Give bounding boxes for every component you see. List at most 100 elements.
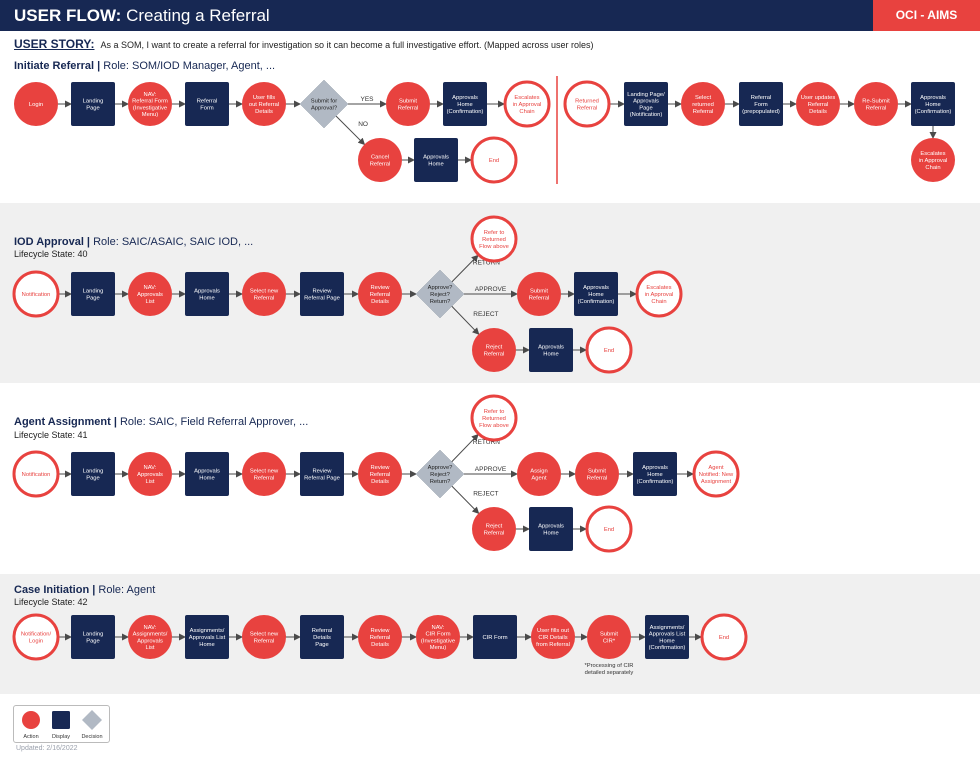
flow-node-display: Assignments/Approvals List Home (Confirmat…: [645, 615, 689, 659]
flow-node-end: Escalates in Approval Chain: [503, 80, 551, 128]
node-label: Review Referral Details: [370, 465, 391, 485]
action-circle: [796, 82, 840, 126]
node-label: Refer to Returned Flow above: [479, 230, 509, 250]
node-label: Re-Submit Referral: [862, 99, 890, 112]
node-label: Approvals Home (Confirmation): [447, 95, 484, 115]
node-label: End: [604, 527, 614, 533]
display-box: [300, 272, 344, 316]
legend-action-swatch: [22, 711, 40, 729]
flow-node-action: User fills out Referral Details: [242, 82, 286, 126]
section-role: Role: SOM/IOD Manager, Agent, ...: [103, 60, 276, 72]
user-story-text: As a SOM, I want to create a referral fo…: [100, 40, 594, 50]
display-box: [71, 615, 115, 659]
terminal-circle: [12, 613, 60, 661]
node-label: Landing Page: [83, 289, 104, 302]
node-label: Agent Notified: New Assignment: [699, 465, 734, 485]
flow-edge: APPROVE: [464, 286, 518, 298]
action-circle: [242, 452, 286, 496]
display-box: [414, 138, 458, 182]
display-box: [443, 82, 487, 126]
terminal-circle: [503, 80, 551, 128]
node-label: User updates Referral Details: [801, 95, 836, 115]
brand-badge: OCI - AIMS: [873, 0, 980, 31]
node-label: Select returned Referral: [692, 95, 714, 115]
action-circle: [128, 82, 172, 126]
flow-edge: YES: [348, 96, 387, 108]
display-box: [185, 452, 229, 496]
node-label: End: [604, 348, 614, 354]
node-label: Landing Page: [83, 469, 104, 482]
flow-node-display: Approvals Home: [185, 272, 229, 316]
display-box: [645, 615, 689, 659]
flow-node-display: Assignments/Approvals List Home: [185, 615, 229, 659]
title-bar: USER FLOW: Creating a Referral OCI - AIM…: [0, 0, 980, 31]
flow-node-display: Approvals Home: [414, 138, 458, 182]
edge-label: NO: [358, 121, 368, 128]
flow-node-action: Reject Referral: [472, 507, 516, 551]
node-label: Approvals Home (Confirmation): [915, 95, 952, 115]
section-title-initiate-referral: Initiate Referral | Role: SOM/IOD Manage…: [14, 60, 275, 72]
terminal-circle: [635, 270, 683, 318]
legend: Action Display Decision: [13, 705, 110, 743]
action-circle: [472, 328, 516, 372]
user-story: USER STORY: As a SOM, I want to create a …: [14, 37, 594, 51]
node-label: Landing Page: [83, 632, 104, 645]
node-label: Assign Agent: [530, 469, 547, 482]
flow-node-action: Cancel Referral: [358, 138, 402, 182]
action-circle: [386, 82, 430, 126]
section-title-bold: Initiate Referral |: [14, 60, 101, 72]
node-label: Escalates in Approval Chain: [919, 151, 948, 171]
display-box: [185, 272, 229, 316]
decision-diamond: [299, 79, 349, 129]
flow-node-display: Landing Page/Approvals Page (Notification): [624, 82, 668, 126]
node-label: Review Referral Page: [304, 469, 340, 482]
section-title-bold: Agent Assignment |: [14, 416, 117, 428]
flow-node-end: Notification: [12, 270, 60, 318]
display-box: [529, 328, 573, 372]
edge-label: REJECT: [473, 311, 498, 318]
legend-display-swatch: [52, 711, 70, 729]
action-circle: [128, 615, 172, 659]
action-circle: [416, 615, 460, 659]
node-label: Select new Referral: [250, 632, 279, 645]
flow-node-end: End: [700, 613, 748, 661]
node-label: End: [719, 635, 729, 641]
action-circle: [358, 452, 402, 496]
flow-node-action: Submit Referral: [386, 82, 430, 126]
node-label: Cancel Referral: [370, 155, 391, 168]
flow-node-decision: Approve? Reject? Return?: [415, 449, 465, 499]
action-circle: [358, 272, 402, 316]
node-label: Escalates in Approval Chain: [513, 95, 542, 115]
flow-node-end: Notification/Login: [12, 613, 60, 661]
legend-item-decision: Decision: [81, 710, 103, 740]
flow-node-action: Review Referral Details: [358, 615, 402, 659]
flow-node-display: Approvals Home (Confirmation): [574, 272, 618, 316]
node-label: Submit Referral: [398, 99, 419, 112]
node-label: Submit Referral: [587, 469, 608, 482]
action-circle: [242, 615, 286, 659]
section-role: Role: SAIC/ASAIC, SAIC IOD, ...: [93, 236, 254, 248]
node-label: Referral Details Page: [312, 628, 333, 648]
flow-node-display: Referral Form: [185, 82, 229, 126]
terminal-circle: [470, 215, 518, 263]
node-label: User fills out CIR Details from Referral: [536, 628, 570, 648]
display-box: [185, 615, 229, 659]
node-label: Submit CIR*: [600, 632, 618, 645]
legend-label: Decision: [81, 734, 102, 740]
lifecycle-state: Lifecycle State: 42: [14, 597, 88, 607]
node-label: Assignments/Approvals List Home: [189, 628, 226, 648]
node-label: Referral Form (prepopulated): [742, 95, 780, 115]
node-label: Notification: [22, 292, 51, 298]
flow-edge: APPROVE: [464, 466, 518, 478]
action-circle: [242, 82, 286, 126]
flow-node-display: Landing Page: [71, 272, 115, 316]
flow-arrow: [335, 115, 366, 146]
flow-node-display: Approvals Home (Confirmation): [443, 82, 487, 126]
flow-arrow: [451, 305, 480, 335]
action-circle: [681, 82, 725, 126]
node-label: Approvals Home: [538, 524, 564, 537]
action-circle: [128, 272, 172, 316]
node-label: Landing Page/Approvals Page (Notification): [627, 92, 665, 118]
legend-graphic: Action Display Decision: [22, 710, 103, 740]
